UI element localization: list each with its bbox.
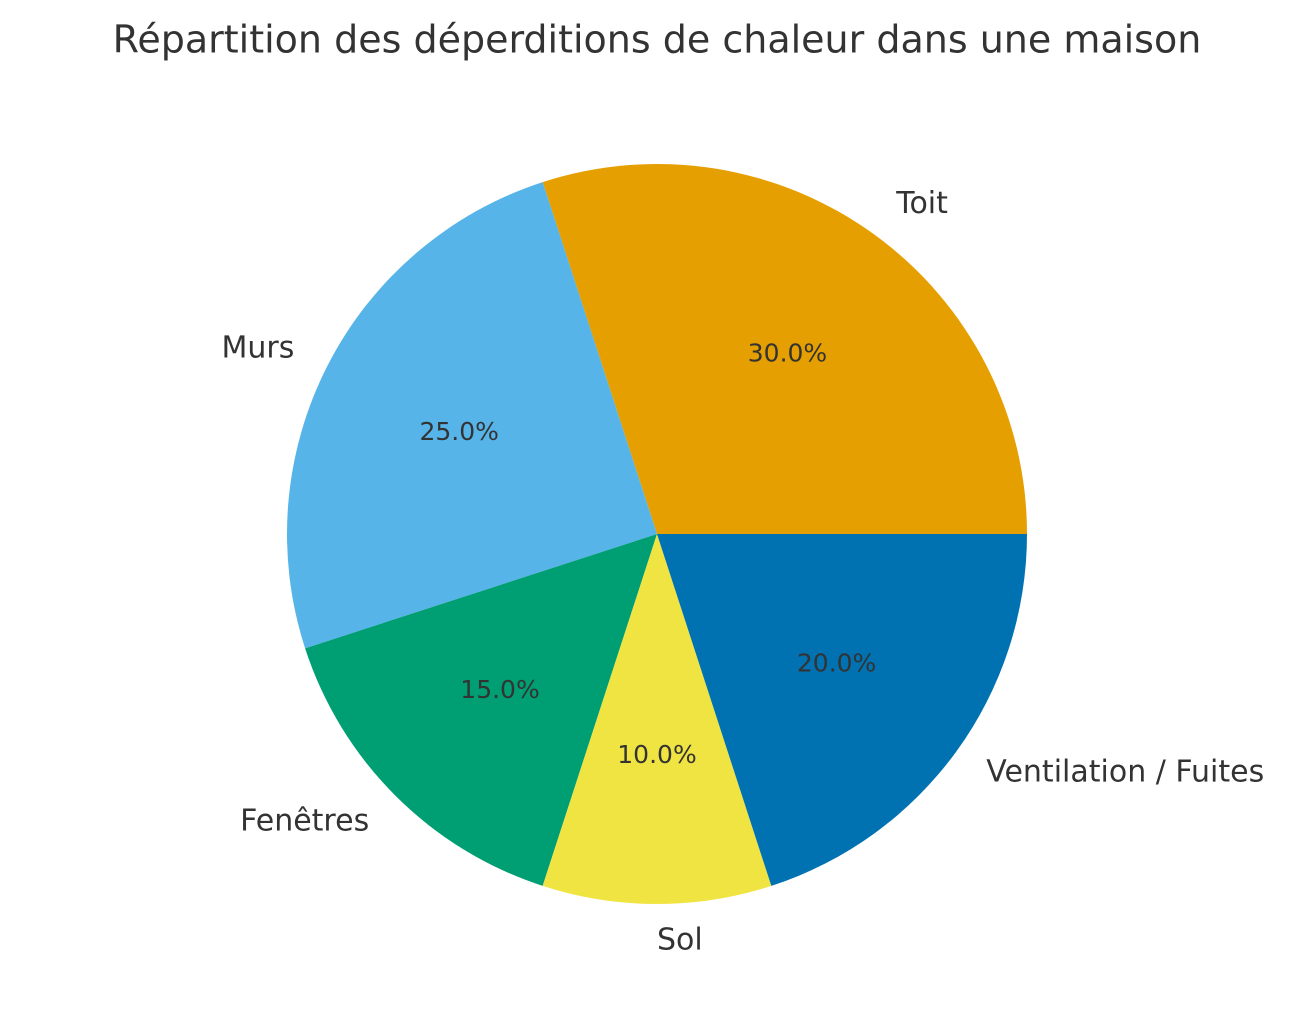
pie-slice [542,534,772,905]
value-label: 10.0% [617,740,696,769]
value-label: 20.0% [797,648,876,677]
pie-slice [305,534,657,886]
slice-label: Fenêtres [240,803,369,838]
slice-label: Sol [657,923,703,958]
slice-label: Ventilation / Fuites [986,755,1264,790]
value-label: 30.0% [748,338,827,367]
chart-title: Répartition des déperditions de chaleur … [113,18,1202,62]
value-label: 15.0% [460,675,539,704]
pie-slice [657,534,1027,886]
slice-label: Toit [895,186,948,221]
value-label: 25.0% [419,417,498,446]
pie-slice [542,164,1027,534]
pie-slice [287,182,657,649]
slice-label: Murs [221,331,294,366]
